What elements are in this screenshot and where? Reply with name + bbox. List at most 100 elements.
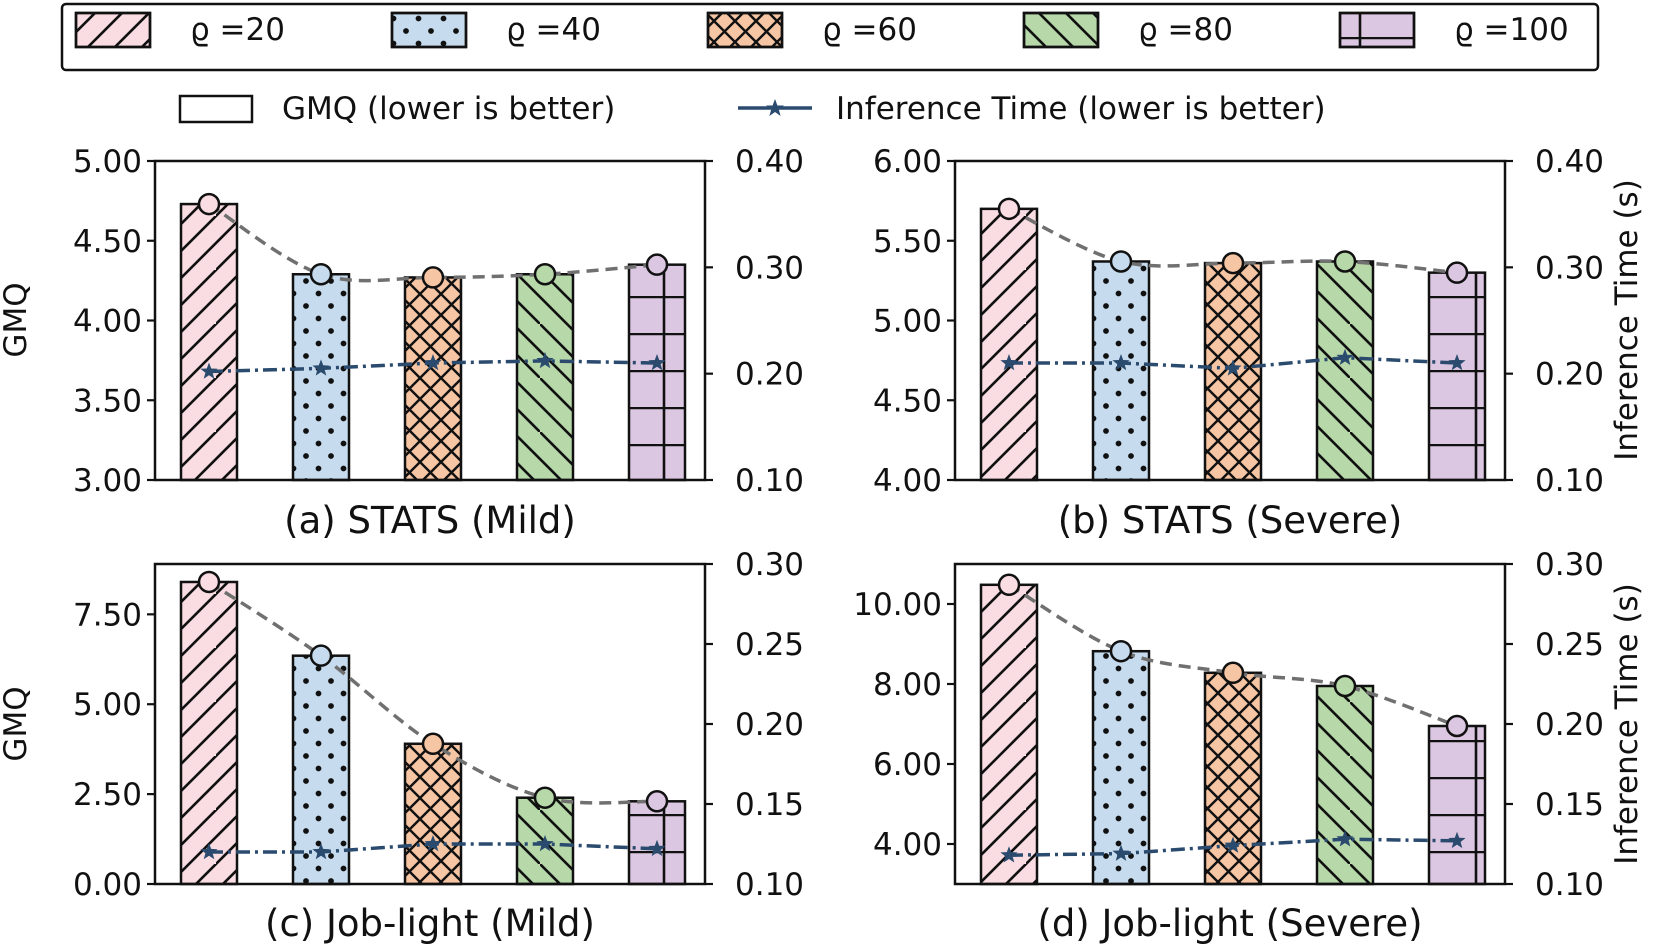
bar-hatch bbox=[627, 263, 687, 482]
gmq-marker-5 bbox=[645, 790, 669, 813]
legend-label-rho-80: ϱ =80 bbox=[1138, 12, 1233, 48]
time-marker-2 bbox=[1112, 354, 1130, 371]
bar-d-1 bbox=[979, 583, 1039, 886]
legend-hatch-rho-20 bbox=[74, 11, 152, 49]
legend-item-rho-20: ϱ =20 bbox=[74, 11, 285, 49]
legend-gmq-swatch bbox=[178, 94, 254, 124]
bar-a-3 bbox=[403, 276, 463, 482]
ytick-label: 5.00 bbox=[73, 687, 142, 723]
bar-hatch bbox=[1315, 684, 1375, 886]
ytick2-label: 0.25 bbox=[735, 627, 804, 663]
legend-item-rho-100: ϱ =100 bbox=[1338, 11, 1569, 49]
panel-c: 0.00 2.50 5.00 7.50 0.10 0.15 0.20 0.25 0.30 GMQ… bbox=[0, 547, 804, 945]
ytick-label: 10.00 bbox=[853, 587, 942, 623]
bar-b-4 bbox=[1315, 260, 1375, 482]
bar-b-1 bbox=[979, 207, 1039, 482]
panel-b-axes: 4.00 4.50 5.00 5.50 6.00 0.10 0.20 0.30 0.40 bbox=[873, 144, 1604, 499]
legend-item-rho-60: ϱ =60 bbox=[706, 11, 917, 49]
bar-b-2 bbox=[1091, 260, 1151, 482]
ytick-label: 3.00 bbox=[73, 463, 142, 499]
bar-hatch bbox=[403, 742, 463, 886]
ytick2-label: 0.20 bbox=[1535, 357, 1604, 393]
panel-d-ylabel2: Inference Time (s) bbox=[1609, 583, 1645, 865]
bar-d-3 bbox=[1203, 671, 1263, 886]
panel-a-content bbox=[179, 192, 687, 482]
ytick-label: 6.00 bbox=[873, 144, 942, 180]
legend-rho: ϱ =20 ϱ =40 ϱ =60 ϱ =80 ϱ =100 bbox=[60, 2, 1600, 72]
panel-d-axes: 4.00 6.00 8.00 10.00 0.10 0.15 0.20 0.25 0.30 bbox=[853, 547, 1604, 903]
gmq-marker-4 bbox=[533, 786, 557, 809]
time-marker-3 bbox=[424, 354, 442, 371]
bar-hatch bbox=[1315, 260, 1375, 482]
time-marker-3 bbox=[1224, 359, 1242, 376]
ytick2-label: 0.15 bbox=[1535, 787, 1604, 823]
bar-d-5 bbox=[1427, 724, 1487, 886]
legend-gmq-label: GMQ (lower is better) bbox=[282, 91, 615, 127]
ytick-label: 4.50 bbox=[73, 224, 142, 260]
panel-c-content bbox=[179, 570, 687, 886]
bar-a-2 bbox=[291, 272, 351, 482]
ytick2-label: 0.10 bbox=[735, 867, 804, 903]
panel-a-title: (a) STATS (Mild) bbox=[284, 499, 576, 542]
gmq-marker-2 bbox=[309, 644, 333, 667]
panel-c-ylabel: GMQ bbox=[0, 686, 34, 761]
bar-hatch bbox=[179, 202, 239, 482]
legend-hatch-rho-60 bbox=[706, 11, 784, 49]
time-marker-5 bbox=[648, 839, 666, 857]
bar-c-3 bbox=[403, 742, 463, 886]
ytick2-label: 0.20 bbox=[1535, 707, 1604, 743]
gmq-marker-2 bbox=[309, 262, 333, 286]
bar-hatch bbox=[403, 276, 463, 482]
panel-b-title: (b) STATS (Severe) bbox=[1058, 499, 1403, 542]
gmq-marker-4 bbox=[1333, 250, 1357, 273]
ytick2-label: 0.30 bbox=[735, 250, 804, 286]
ytick2-label: 0.10 bbox=[1535, 867, 1604, 903]
gmq-marker-3 bbox=[421, 266, 445, 289]
gmq-marker-5 bbox=[645, 253, 669, 276]
ytick-label: 5.00 bbox=[73, 144, 142, 180]
time-marker-1 bbox=[1000, 846, 1018, 863]
time-marker-1 bbox=[200, 843, 218, 860]
legend-label-rho-100: ϱ =100 bbox=[1454, 12, 1569, 48]
ytick2-label: 0.20 bbox=[735, 357, 804, 393]
gmq-marker-1 bbox=[197, 570, 221, 594]
gmq-marker-4 bbox=[1333, 674, 1357, 698]
panel-d: 4.00 6.00 8.00 10.00 0.10 0.15 0.20 0.25 0.30 In… bbox=[853, 547, 1645, 945]
bar-a-4 bbox=[515, 272, 575, 482]
bar-hatch bbox=[1427, 724, 1487, 886]
bar-b-5 bbox=[1427, 271, 1487, 482]
panel-c-axes: 0.00 2.50 5.00 7.50 0.10 0.15 0.20 0.25 0.30 bbox=[73, 547, 804, 903]
gmq-marker-2 bbox=[1109, 250, 1133, 273]
bar-hatch bbox=[179, 580, 239, 886]
gmq-marker-3 bbox=[421, 732, 445, 756]
ytick2-label: 0.10 bbox=[1535, 463, 1604, 499]
ytick-label: 3.50 bbox=[73, 383, 142, 419]
time-marker-2 bbox=[1112, 844, 1130, 861]
bar-c-4 bbox=[515, 796, 575, 886]
ytick-label: 6.00 bbox=[873, 747, 942, 783]
bar-d-4 bbox=[1315, 684, 1375, 886]
panel-a: 3.00 3.50 4.00 4.50 5.00 0.10 0.20 0.30 0.40 GMQ… bbox=[0, 144, 804, 542]
bar-c-1 bbox=[179, 580, 239, 886]
legend-hatch-rho-100 bbox=[1338, 11, 1416, 49]
legend-hatch-rho-80 bbox=[1022, 11, 1100, 49]
time-marker-5 bbox=[1448, 831, 1466, 849]
time-marker-1 bbox=[1000, 354, 1018, 371]
ytick-label: 4.50 bbox=[873, 383, 942, 419]
gmq-marker-5 bbox=[1445, 714, 1469, 738]
gmq-marker-4 bbox=[533, 262, 557, 286]
bar-hatch bbox=[979, 583, 1039, 886]
ytick2-label: 0.30 bbox=[735, 547, 804, 583]
ytick2-label: 0.15 bbox=[735, 787, 804, 823]
ytick-label: 7.50 bbox=[73, 597, 142, 633]
gmq-marker-2 bbox=[1109, 639, 1133, 663]
panel-b-content bbox=[979, 197, 1487, 482]
ytick-label: 2.50 bbox=[73, 777, 142, 813]
ytick-label: 5.00 bbox=[873, 304, 942, 340]
ytick-label: 4.00 bbox=[873, 463, 942, 499]
legend-metrics: GMQ (lower is better) Inference Time (lo… bbox=[178, 91, 1326, 127]
ytick-label: 4.00 bbox=[873, 827, 942, 863]
ytick2-label: 0.40 bbox=[1535, 144, 1604, 180]
bar-hatch bbox=[291, 272, 351, 482]
